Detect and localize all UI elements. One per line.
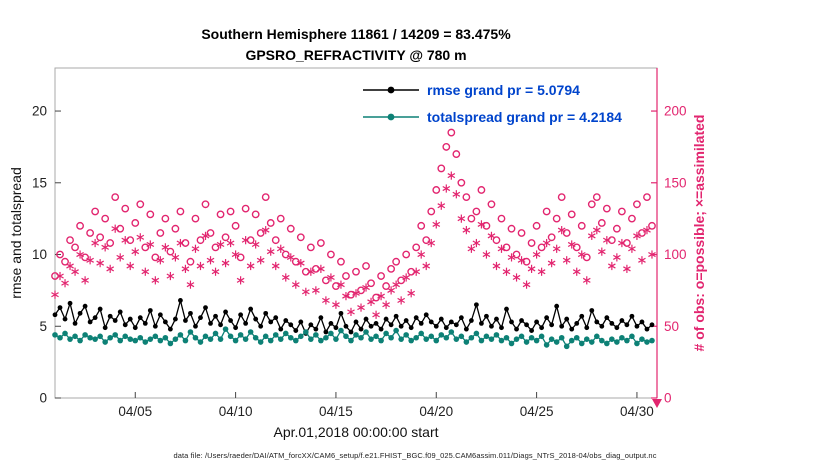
svg-text:totalspread grand pr = 4.2184: totalspread grand pr = 4.2184 xyxy=(427,109,622,125)
svg-text:rmse grand pr = 5.0794: rmse grand pr = 5.0794 xyxy=(427,82,580,98)
page-subtitle: GPSRO_REFRACTIVITY @ 780 m xyxy=(245,47,467,63)
zero-obs-marker xyxy=(652,399,662,408)
svg-text:15: 15 xyxy=(32,175,47,190)
svg-text:04/30: 04/30 xyxy=(620,404,654,419)
legend-item-totalspread: totalspread grand pr = 4.2184 xyxy=(363,109,622,125)
page-title: Southern Hemisphere 11861 / 14209 = 83.4… xyxy=(201,26,511,42)
legend-item-rmse: rmse grand pr = 5.0794 xyxy=(363,82,580,98)
svg-text:20: 20 xyxy=(32,104,47,119)
x-axis-ticks: 04/05 04/10 04/15 04/20 04/25 04/30 xyxy=(118,392,654,419)
left-axis-ticks: 0 5 10 15 20 xyxy=(32,104,61,406)
svg-text:0: 0 xyxy=(39,391,47,406)
svg-text:10: 10 xyxy=(32,247,47,262)
svg-text:5: 5 xyxy=(39,319,47,334)
svg-text:100: 100 xyxy=(664,247,687,262)
svg-text:04/05: 04/05 xyxy=(118,404,152,419)
svg-text:200: 200 xyxy=(664,104,687,119)
obs-possible-points xyxy=(51,128,656,302)
svg-text:0: 0 xyxy=(664,391,672,406)
x-axis-label: Apr.01,2018 00:00:00 start xyxy=(273,424,439,440)
svg-text:04/20: 04/20 xyxy=(419,404,453,419)
right-axis-label: # of obs: o=possible; ×=assimilated xyxy=(691,114,707,352)
svg-text:04/15: 04/15 xyxy=(319,404,353,419)
svg-text:04/25: 04/25 xyxy=(520,404,554,419)
series-totalspread xyxy=(52,326,655,350)
left-axis-label: rmse and totalspread xyxy=(8,167,24,299)
data-file-caption: data file: /Users/raeder/DAI/ATM_forcXX/… xyxy=(173,451,657,460)
legend: rmse grand pr = 5.0794 totalspread grand … xyxy=(363,82,622,125)
right-axis-ticks: 0 50 100 150 200 xyxy=(651,104,687,406)
obs-assimilated-points xyxy=(51,171,656,319)
series-rmse xyxy=(52,297,655,336)
svg-text:150: 150 xyxy=(664,175,687,190)
svg-text:04/10: 04/10 xyxy=(219,404,253,419)
svg-text:50: 50 xyxy=(664,319,679,334)
